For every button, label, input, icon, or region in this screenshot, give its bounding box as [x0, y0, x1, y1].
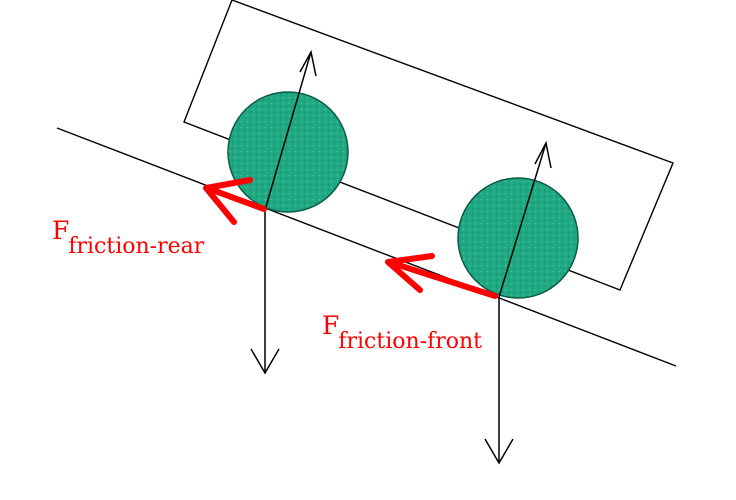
rear-gravity-arrow [250, 210, 280, 375]
friction-front-subscript: friction-front [338, 329, 483, 354]
front-gravity-arrow [484, 297, 514, 465]
front-wheel [457, 177, 579, 299]
friction-rear-subscript: friction-rear [68, 234, 205, 259]
friction-rear-symbol: F [52, 216, 70, 245]
incline-surface-line [56, 127, 677, 367]
friction-rear-label: Ffriction-rear [52, 216, 205, 258]
rear-normal-force-arrow [264, 49, 317, 211]
friction-front-symbol: F [322, 311, 340, 340]
friction-front-label: Ffriction-front [322, 311, 483, 353]
car-body-outline [183, 0, 674, 291]
rear-wheel [227, 91, 349, 213]
rear-friction-arrow [203, 177, 267, 225]
front-friction-arrow [385, 253, 498, 299]
front-normal-force-arrow [498, 140, 552, 298]
